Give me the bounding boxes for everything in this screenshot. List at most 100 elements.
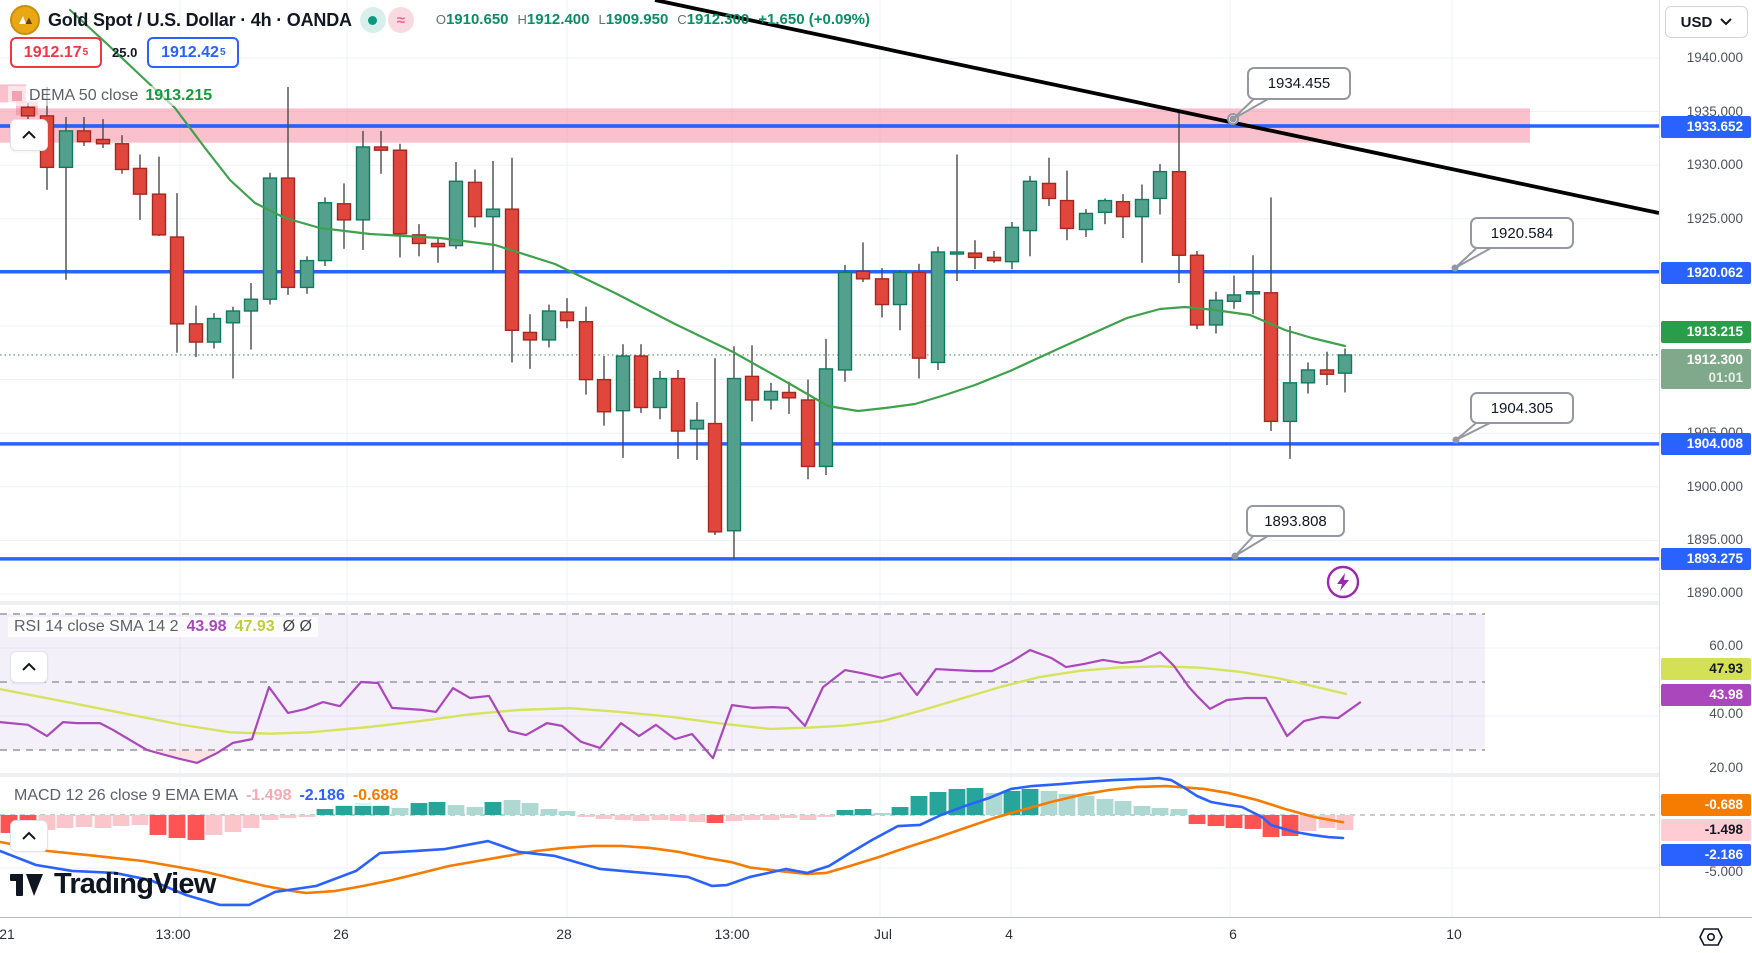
price-axis-tick: 1890.000	[1686, 585, 1743, 600]
price-axis[interactable]: 1940.0001935.0001930.0001925.0001905.000…	[1659, 0, 1752, 953]
chevron-up-icon	[22, 662, 36, 671]
candle-down	[707, 422, 723, 533]
sell-button[interactable]: 1912.17 5	[10, 37, 102, 68]
candle-down	[504, 208, 520, 331]
macd-histogram-bar	[725, 815, 743, 821]
macd-histogram-bar	[1114, 801, 1132, 815]
tradingview-logo-icon	[10, 873, 43, 896]
candle-up	[726, 377, 742, 532]
macd-histogram-bar	[651, 815, 669, 821]
candle-up	[206, 317, 222, 343]
macd-histogram-bar	[447, 805, 465, 815]
time-axis[interactable]: 21 13:00 26 28 13:00 Jul 4 6 10	[0, 917, 1752, 953]
candle-down	[670, 377, 686, 432]
time-axis-tick: 13:00	[155, 926, 191, 942]
macd-histogram-bar	[205, 815, 223, 835]
pane-divider	[0, 601, 1752, 605]
price-axis-tick: -5.000	[1704, 864, 1743, 879]
candle-up	[949, 251, 965, 255]
macd-histogram-bar	[1244, 815, 1262, 829]
macd-histogram-bar	[503, 799, 521, 815]
candle-up	[485, 208, 501, 218]
dema-line	[68, 8, 1347, 413]
price-callout[interactable]: 1893.808	[1246, 505, 1345, 537]
currency-selector[interactable]: USD	[1665, 6, 1748, 38]
callout-anchor-dot	[1452, 436, 1460, 444]
macd-histogram-bar	[1151, 807, 1169, 815]
macd-histogram-bar	[1207, 815, 1225, 827]
candle-down	[744, 375, 760, 401]
price-axis-tick: 60.00	[1709, 638, 1743, 653]
dema-study-legend[interactable]: DEMA 50 close 1913.215	[8, 86, 217, 106]
candle-down	[132, 167, 148, 195]
macd-histogram-bar	[1096, 799, 1114, 815]
price-callout[interactable]: 1904.305	[1470, 392, 1574, 424]
candle-down	[373, 146, 389, 151]
rsi-oversold-fill	[147, 750, 217, 763]
price-callout[interactable]: 1920.584	[1470, 217, 1574, 249]
price-axis-tick: 1935.000	[1686, 104, 1743, 119]
price-axis-tick: 20.00	[1709, 760, 1743, 775]
macd-histogram-bar	[224, 815, 242, 833]
macd-line	[0, 776, 1345, 907]
price-level-label: 1933.652	[1661, 116, 1751, 138]
candle-up	[1208, 299, 1224, 326]
rsi-flags: Ø Ø	[282, 618, 312, 635]
macd-histogram-bar	[540, 809, 558, 815]
price-level-label: 1913.215	[1661, 321, 1751, 343]
macd-hist-value: -1.498	[246, 787, 292, 804]
macd-histogram-bar	[780, 815, 798, 819]
axis-settings-icon[interactable]	[1698, 925, 1724, 949]
candle-down	[855, 270, 871, 280]
buy-button[interactable]: 1912.42 5	[147, 37, 240, 68]
time-axis-tick: 4	[1005, 926, 1013, 942]
candle-down	[151, 193, 167, 236]
collapse-legend-button[interactable]	[10, 119, 48, 151]
ohlc-values: O1910.650 H1912.400 L1909.950 C1912.300 …	[435, 11, 871, 28]
tradingview-logo[interactable]: TradingView	[10, 868, 216, 901]
macd-histogram-bar	[669, 815, 687, 821]
macd-signal-value: -0.688	[352, 787, 399, 804]
dema-value: 1913.215	[145, 87, 213, 104]
macd-histogram-bar	[521, 803, 539, 815]
chevron-up-icon	[22, 831, 36, 840]
macd-histogram-bar	[279, 815, 297, 819]
macd-histogram-bar	[94, 815, 112, 829]
approximation-icon[interactable]: ≈	[387, 7, 414, 33]
macd-histogram-bar	[688, 815, 706, 823]
macd-histogram-bar	[614, 815, 632, 821]
price-callout[interactable]: 1934.455	[1247, 67, 1351, 100]
macd-histogram-bar	[1077, 795, 1095, 815]
macd-histogram-bar	[56, 815, 74, 829]
macd-histogram-bar	[1299, 815, 1317, 831]
price-axis-tick: 40.00	[1709, 706, 1743, 721]
candle-up	[541, 310, 557, 341]
candle-up	[1245, 290, 1261, 295]
rsi-value: 43.98	[186, 618, 227, 635]
candle-down	[986, 256, 1002, 262]
macd-histogram-bar	[298, 815, 316, 817]
symbol-title[interactable]: Gold Spot / U.S. Dollar · 4h · OANDA	[48, 9, 352, 30]
price-level-label: 47.93	[1661, 658, 1751, 680]
macd-histogram-bar	[484, 801, 502, 815]
macd-histogram-bar	[595, 815, 613, 819]
macd-histogram-bar	[466, 807, 484, 815]
collapse-macd-button[interactable]	[10, 820, 48, 852]
macd-histogram-bar	[910, 795, 928, 815]
candle-down	[633, 355, 649, 409]
price-axis-tick: 1900.000	[1686, 479, 1743, 494]
candle-down	[800, 399, 816, 468]
collapse-rsi-button[interactable]	[10, 651, 48, 683]
time-axis-tick: 26	[333, 926, 349, 942]
candle-down	[1263, 292, 1279, 423]
candle-down	[467, 181, 483, 218]
market-status-icon[interactable]	[359, 7, 386, 33]
candle-up	[652, 377, 668, 409]
rsi-study-legend[interactable]: RSI 14 close SMA 14 2 43.98 47.93 Ø Ø	[8, 617, 318, 637]
macd-histogram-bar	[261, 815, 279, 821]
macd-histogram-bar	[428, 801, 446, 815]
candle-down	[1171, 170, 1187, 256]
chevron-up-icon	[22, 130, 36, 139]
macd-study-legend[interactable]: MACD 12 26 close 9 EMA EMA -1.498 -2.186…	[8, 786, 405, 806]
